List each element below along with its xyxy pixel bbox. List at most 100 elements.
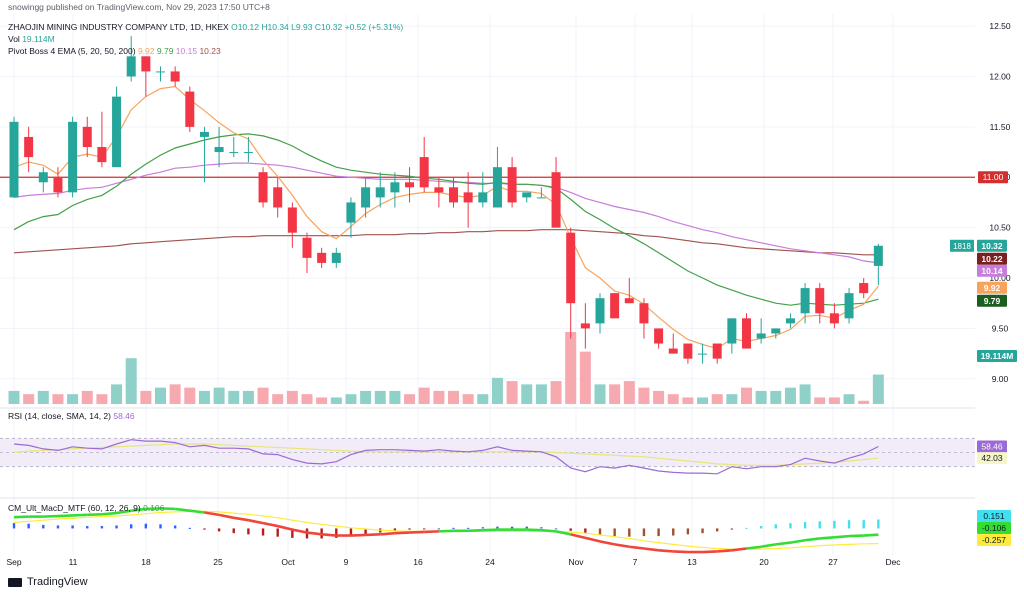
macd-histogram-bar	[759, 526, 763, 529]
macd-line-segment	[262, 521, 278, 528]
rsi-legend-value: 58.46	[113, 411, 135, 421]
macd-line-segment	[174, 507, 190, 513]
macd-label: CM_Ult_MacD_MTF (60, 12, 26, 9)	[8, 503, 141, 513]
candle-body	[68, 121, 78, 193]
macd-line-segment	[468, 528, 483, 533]
macd-histogram-bar	[203, 528, 206, 530]
macd-histogram-bar	[232, 528, 235, 534]
brand-name: TradingView	[27, 576, 88, 588]
time-tick-label: 7	[633, 557, 638, 567]
macd-histogram-bar	[774, 524, 777, 529]
macd-line-segment	[746, 545, 762, 550]
rsi-ma-line	[13, 443, 879, 466]
macd-legend[interactable]: CM_Ult_MacD_MTF (60, 12, 26, 9) 0.106	[8, 503, 164, 513]
candle-body	[434, 187, 444, 193]
volume-bar	[697, 397, 709, 404]
macd-histogram-bar	[672, 528, 675, 536]
volume-bar	[125, 358, 137, 404]
volume-bar	[37, 390, 49, 404]
candle-body	[405, 182, 415, 188]
volume-bar	[360, 390, 372, 404]
macd-line-segment	[321, 533, 337, 537]
macd-line-segment	[585, 536, 601, 543]
volume-bar	[843, 394, 855, 404]
rsi-value-label: 58.46	[981, 441, 1003, 451]
ema20-line	[13, 133, 879, 306]
ema5-price-label: 9.92	[984, 283, 1001, 293]
macd-histogram-bar	[862, 520, 865, 529]
volume-bar	[213, 387, 225, 404]
macd-line-segment	[380, 531, 396, 536]
time-tick-label: 9	[344, 557, 349, 567]
volume-bar	[814, 397, 826, 404]
candle-body	[654, 328, 664, 344]
symbol-name[interactable]: ZHAOJIN MINING INDUSTRY COMPANY LTD, 1D,…	[8, 22, 229, 32]
macd-line-segment	[673, 550, 688, 554]
candle-body	[492, 167, 502, 208]
volume-bar	[448, 390, 459, 404]
ema20-value: 9.79	[156, 46, 174, 56]
volume-bar	[477, 394, 489, 404]
volume-bar	[169, 384, 181, 404]
time-tick-label: Dec	[885, 557, 901, 567]
volume-bar	[272, 394, 284, 404]
hline-price-label: 11.00	[983, 172, 1004, 182]
volume-bar	[81, 390, 93, 404]
tradingview-brand[interactable]: TradingView	[8, 576, 88, 588]
macd-line-segment	[72, 513, 88, 517]
volume-bar	[52, 394, 64, 404]
price-tick-label: 11.50	[990, 122, 1011, 132]
ticker-tag	[950, 239, 974, 252]
macd-line-segment	[570, 533, 586, 540]
volume-legend[interactable]: Vol 19.114M	[8, 34, 55, 44]
macd-histogram-bar	[27, 523, 30, 529]
candle-body	[595, 298, 605, 324]
candle-body	[698, 353, 708, 355]
macd-line-segment	[160, 507, 176, 511]
volume-bar	[770, 390, 782, 404]
candle-body	[859, 283, 869, 294]
volume-bar	[330, 397, 342, 404]
candle-body	[317, 252, 327, 263]
macd-line-segment	[790, 538, 806, 544]
candle-body	[141, 56, 151, 72]
volume-bar	[111, 384, 123, 404]
volume-bar	[550, 381, 562, 404]
candle-body	[566, 232, 576, 304]
price-tick-label: 12.00	[989, 71, 1011, 81]
macd-histogram-bar	[569, 528, 572, 531]
candle-body	[24, 136, 34, 158]
price-tick-label: 10.50	[989, 223, 1011, 233]
ema-label: Pivot Boss 4 EMA (5, 20, 50, 200)	[8, 46, 136, 56]
macd-line-segment	[394, 531, 410, 535]
macd-line-segment	[409, 530, 425, 534]
volume-price-tag	[977, 350, 1017, 362]
ohlc-change: +0.52 (+5.31%)	[344, 22, 404, 32]
macd-histogram-bar	[408, 528, 411, 530]
candle-body	[551, 172, 561, 228]
macd-line-segment	[292, 528, 308, 534]
volume-bar	[594, 384, 606, 404]
candle-body	[38, 172, 48, 183]
volume-bar	[565, 332, 577, 404]
chart-grid	[0, 14, 1024, 555]
candle-body	[82, 126, 92, 148]
macd-line-segment	[717, 548, 732, 553]
candle-body	[771, 328, 781, 334]
macd-histogram-bar	[247, 528, 250, 535]
ema-legend[interactable]: Pivot Boss 4 EMA (5, 20, 50, 200) 9.92 9…	[8, 46, 221, 56]
candle-body	[273, 187, 283, 208]
rsi-legend[interactable]: RSI (14, close, SMA, 14, 2) 58.46	[8, 411, 135, 421]
macd-histogram-bar	[877, 519, 880, 529]
macd-line-segment	[555, 530, 571, 536]
candle-body	[9, 121, 19, 198]
ema5-value: 9.92	[137, 46, 155, 56]
ema50-price-tag	[977, 264, 1007, 277]
macd-line-segment	[863, 533, 879, 537]
candle-body	[170, 71, 180, 82]
macd-value-label: -0.106	[982, 523, 1006, 533]
volume-label: Vol	[8, 34, 20, 44]
candle-body	[815, 288, 825, 314]
candle-body	[229, 152, 239, 154]
